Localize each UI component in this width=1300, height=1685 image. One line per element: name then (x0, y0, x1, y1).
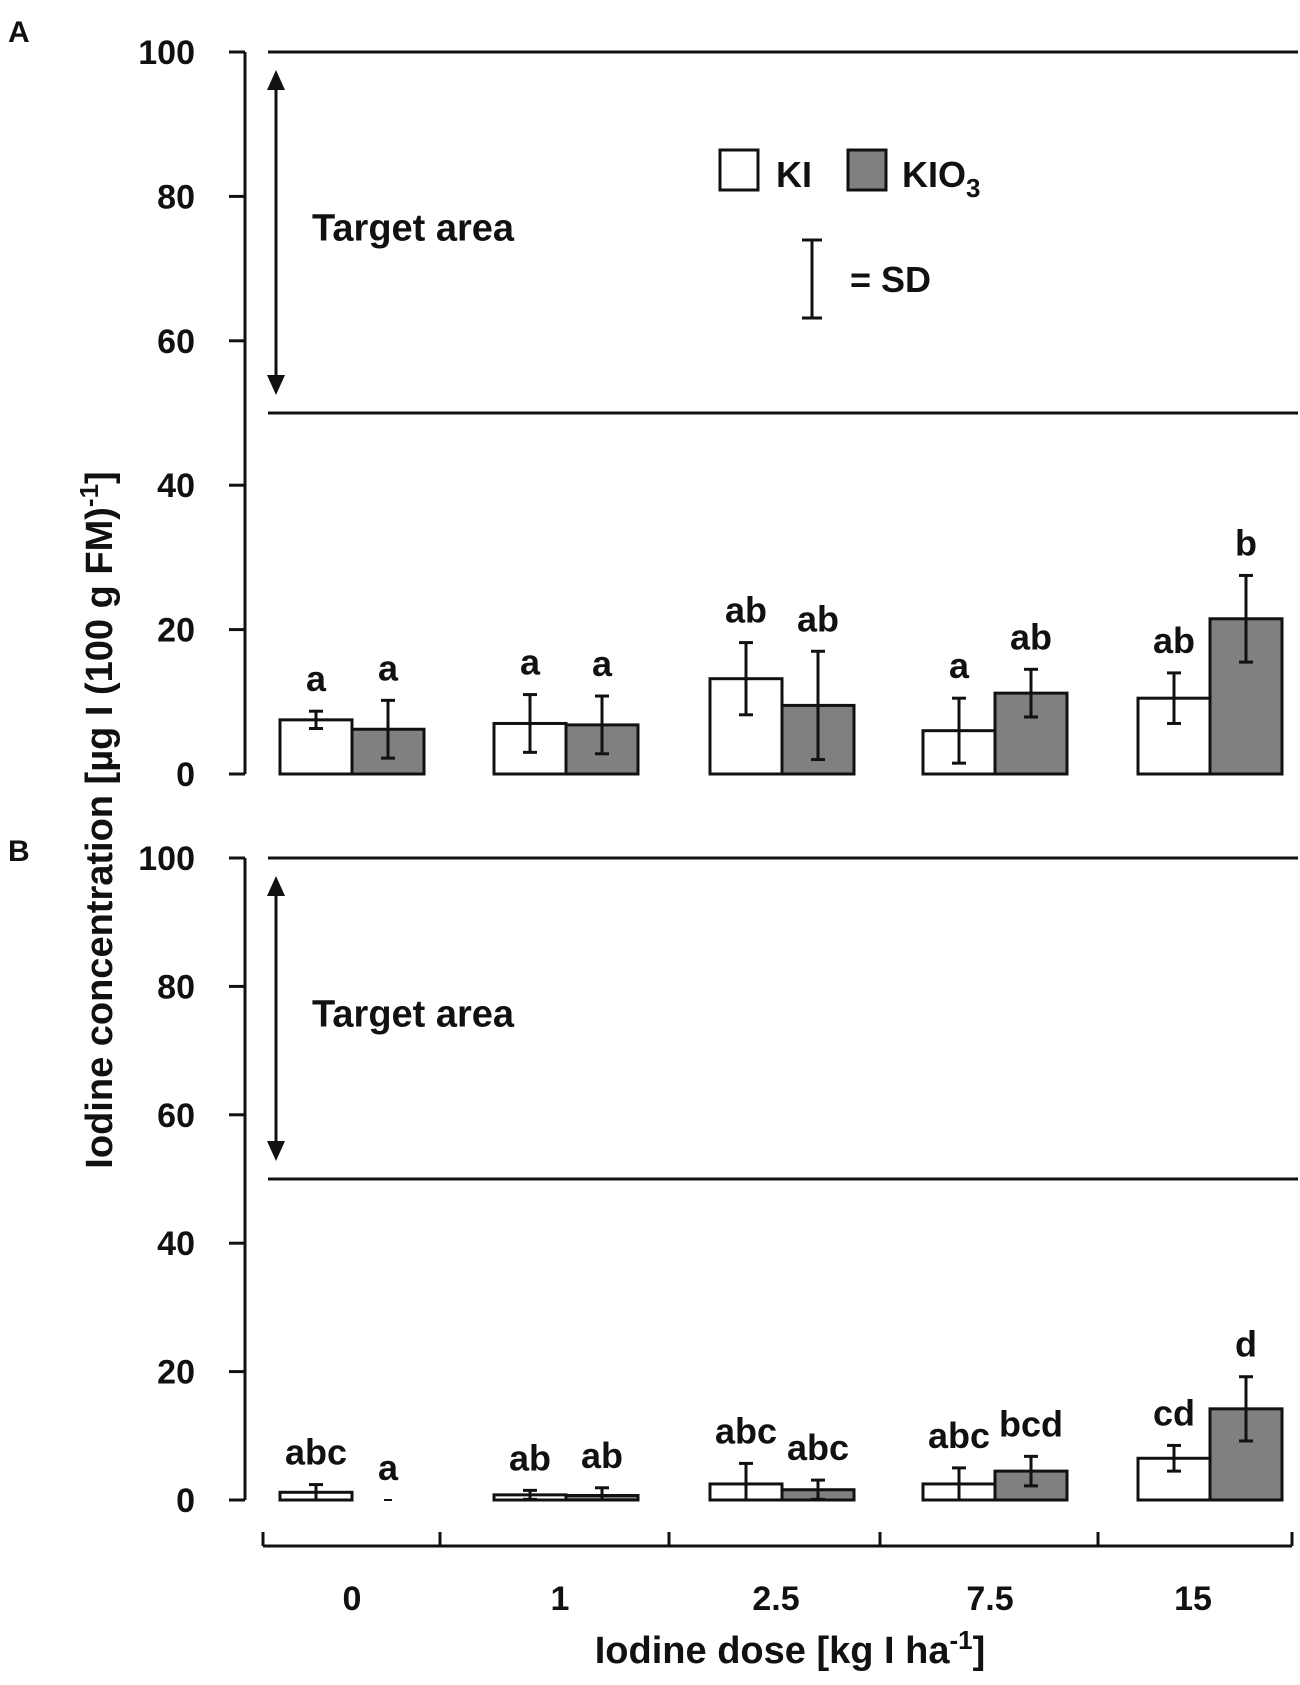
x-axis-title: Iodine dose [kg I ha-1] (595, 1625, 986, 1672)
x-tick-label: 0 (343, 1580, 362, 1618)
significance-letter: cd (1153, 1392, 1195, 1433)
x-axis-title-superscript: -1 (949, 1625, 972, 1655)
legend-sd-label: = SD (850, 259, 931, 300)
significance-letter: d (1235, 1324, 1257, 1365)
error-bar (952, 696, 966, 765)
significance-letter: a (520, 642, 541, 683)
legend-kio3-subscript: 3 (966, 173, 980, 203)
y-tick-label: 20 (157, 1354, 195, 1392)
y-tick-label: 0 (176, 1482, 195, 1520)
target-arrow-head-down (267, 1141, 285, 1161)
error-bar (523, 1488, 537, 1501)
error-bar (309, 1483, 323, 1502)
significance-letter: abc (285, 1432, 347, 1473)
legend-kio3-swatch (846, 148, 888, 192)
significance-letter: a (949, 645, 970, 686)
x-tick-label: 7.5 (966, 1580, 1013, 1618)
error-bar (739, 1461, 753, 1502)
y-tick-label: 60 (157, 323, 195, 361)
error-bar (1239, 1375, 1253, 1443)
target-area-label: Target area (312, 208, 515, 250)
significance-letter: a (306, 658, 327, 699)
error-bar (381, 698, 395, 760)
y-tick-label: 60 (157, 1097, 195, 1135)
y-axis-title-superscript: -1 (74, 484, 104, 507)
legend: KI KIO3 = SD (718, 148, 980, 320)
significance-letter: abc (715, 1410, 777, 1451)
significance-letter: abc (928, 1415, 990, 1456)
error-bar (1024, 1454, 1038, 1488)
y-tick-label: 0 (176, 756, 195, 794)
legend-ki-swatch (718, 148, 760, 192)
error-bar (952, 1466, 966, 1502)
y-axis-title-close: ] (79, 471, 121, 484)
y-tick-label: 40 (157, 467, 195, 505)
error-bar (1239, 573, 1253, 664)
significance-letter: ab (1010, 616, 1052, 657)
error-bar (595, 1486, 609, 1502)
x-axis-title-close: ] (973, 1630, 986, 1672)
y-tick-label: 20 (157, 612, 195, 650)
error-bar (523, 693, 537, 754)
significance-letter: ab (725, 590, 767, 631)
panel-label: B (8, 835, 30, 868)
bar-ki-2_5 (708, 677, 784, 776)
significance-letter: abc (787, 1427, 849, 1468)
panel-label: A (8, 16, 30, 49)
y-axis-title-text: Iodine concentration [µg I (100 g FM) (79, 507, 121, 1169)
legend-sd-errorbar-icon (802, 238, 822, 320)
significance-letter: a (592, 643, 613, 684)
significance-letter: bcd (999, 1403, 1063, 1444)
x-tick-label: 15 (1174, 1580, 1212, 1618)
y-tick-label: 80 (157, 968, 195, 1006)
y-tick-label: 40 (157, 1225, 195, 1263)
y-tick-label: 80 (157, 178, 195, 216)
target-arrow-head-up (267, 876, 285, 896)
error-bar (1024, 667, 1038, 719)
significance-letter: ab (1153, 620, 1195, 661)
significance-letter: a (378, 1447, 399, 1488)
error-bar (1167, 1443, 1181, 1473)
significance-letter: ab (509, 1437, 551, 1478)
target-arrow-head-down (267, 375, 285, 395)
x-tick-label: 1 (551, 1580, 570, 1618)
error-bar (811, 1478, 825, 1501)
target-area-label: Target area (312, 994, 515, 1036)
significance-letter: b (1235, 522, 1257, 563)
y-axis-title: Iodine concentration [µg I (100 g FM)-1] (74, 471, 121, 1168)
error-bar (811, 649, 825, 762)
significance-letter: ab (581, 1435, 623, 1476)
legend-kio3-label: KIO3 (902, 154, 980, 203)
x-axis: 0 1 2.5 7.5 15 (261, 1532, 1294, 1618)
error-bar (739, 641, 753, 717)
y-tick-label: 100 (138, 840, 195, 878)
y-tick-label: 100 (138, 34, 195, 72)
legend-kio3-text: KIO (902, 154, 966, 195)
target-arrow-head-up (267, 70, 285, 90)
error-bar (595, 694, 609, 756)
error-bar (1167, 671, 1181, 725)
significance-letter: ab (797, 598, 839, 639)
significance-letter: a (378, 647, 399, 688)
legend-ki-label: KI (776, 154, 812, 195)
error-bar (309, 709, 323, 731)
x-axis-title-text: Iodine dose [kg I ha (595, 1630, 951, 1672)
x-tick-label: 2.5 (752, 1580, 799, 1618)
